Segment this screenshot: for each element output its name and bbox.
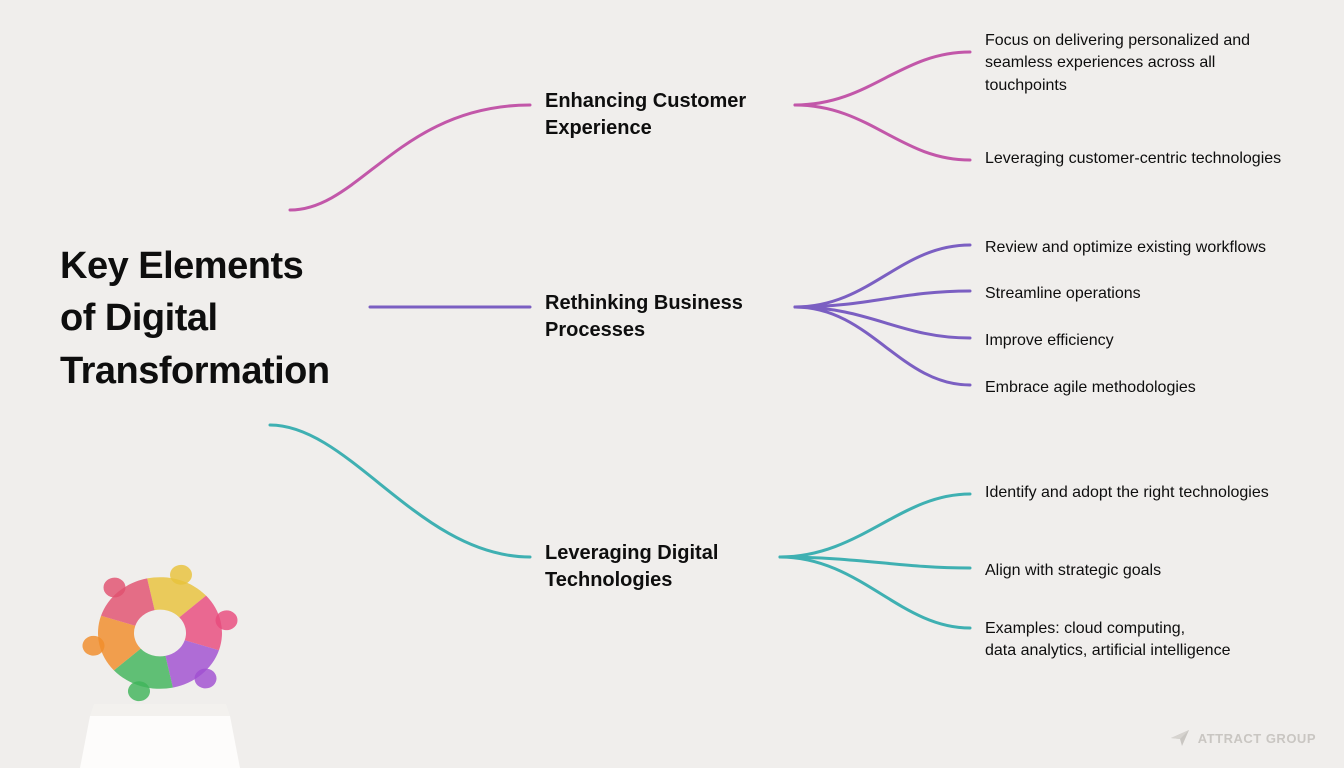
leaf-text: Align with strategic goals (985, 562, 1161, 579)
root-title-line-3: Transformation (60, 350, 330, 392)
leaf-leveraging-2: Examples: cloud computing, data analytics… (985, 618, 1230, 663)
leaf-rethinking-1: Streamline operations (985, 283, 1141, 305)
leaf-text: Focus on delivering personalized and sea… (985, 32, 1250, 94)
leaf-text: Embrace agile methodologies (985, 379, 1196, 396)
branch-title-enhancing: Enhancing Customer Experience (545, 88, 746, 142)
root-title: Key Elements of Digital Transformation (60, 240, 330, 397)
branch-title-line-2: Technologies (545, 569, 672, 591)
leaf-text: Streamline operations (985, 285, 1141, 302)
leaf-connector-rethinking-2 (795, 307, 970, 338)
root-title-line-2: of Digital (60, 297, 218, 339)
branch-title-line-2: Experience (545, 117, 652, 139)
leaf-text: Examples: cloud computing, (985, 620, 1185, 637)
leaf-connector-rethinking-0 (795, 245, 970, 307)
root-title-line-1: Key Elements (60, 245, 303, 287)
puzzle-graphic (40, 488, 280, 768)
branch-connector-enhancing (290, 105, 530, 210)
leaf-rethinking-3: Embrace agile methodologies (985, 377, 1196, 399)
branch-title-leveraging: Leveraging Digital Technologies (545, 540, 718, 594)
leaf-enhancing-0: Focus on delivering personalized and sea… (985, 30, 1295, 97)
leaf-rethinking-0: Review and optimize existing workflows (985, 237, 1266, 259)
leaf-connector-leveraging-2 (780, 557, 970, 628)
leaf-connector-leveraging-1 (780, 557, 970, 568)
leaf-text: Improve efficiency (985, 332, 1114, 349)
leaf-connector-rethinking-3 (795, 307, 970, 385)
leaf-text: Leveraging customer-centric technologies (985, 150, 1281, 167)
leaf-connector-enhancing-0 (795, 52, 970, 105)
leaf-connector-enhancing-1 (795, 105, 970, 160)
leaf-text: data analytics, artificial intelligence (985, 642, 1230, 659)
leaf-text: Identify and adopt the right technologie… (985, 484, 1269, 501)
branch-title-line-2: Processes (545, 319, 645, 341)
branch-title-line-1: Leveraging Digital (545, 542, 718, 564)
branch-connector-leveraging (270, 425, 530, 557)
leaf-enhancing-1: Leveraging customer-centric technologies (985, 148, 1281, 170)
leaf-connector-rethinking-1 (795, 291, 970, 307)
leaf-connector-leveraging-0 (780, 494, 970, 557)
leaf-leveraging-1: Align with strategic goals (985, 560, 1161, 582)
leaf-rethinking-2: Improve efficiency (985, 330, 1114, 352)
branch-title-rethinking: Rethinking Business Processes (545, 290, 743, 344)
leaf-text: Review and optimize existing workflows (985, 239, 1266, 256)
brand-text: ATTRACT GROUP (1198, 731, 1316, 746)
paper-plane-icon (1170, 728, 1190, 748)
branch-title-line-1: Enhancing Customer (545, 90, 746, 112)
branch-title-line-1: Rethinking Business (545, 292, 743, 314)
leaf-leveraging-0: Identify and adopt the right technologie… (985, 482, 1269, 504)
brand-logo: ATTRACT GROUP (1170, 728, 1316, 748)
